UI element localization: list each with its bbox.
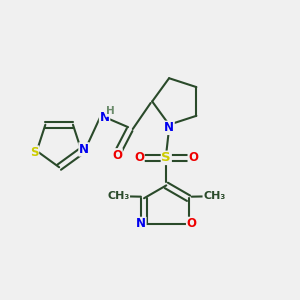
Text: N: N [136,218,146,230]
Text: N: N [164,121,174,134]
Text: N: N [100,111,110,124]
Text: CH₃: CH₃ [203,191,225,201]
Text: H: H [106,106,115,116]
Text: S: S [161,151,171,164]
Text: O: O [112,149,122,162]
Text: N: N [79,143,89,156]
Text: S: S [30,146,39,159]
Text: CH₃: CH₃ [107,191,130,201]
Text: O: O [134,151,144,164]
Text: O: O [187,218,197,230]
Text: O: O [188,151,198,164]
